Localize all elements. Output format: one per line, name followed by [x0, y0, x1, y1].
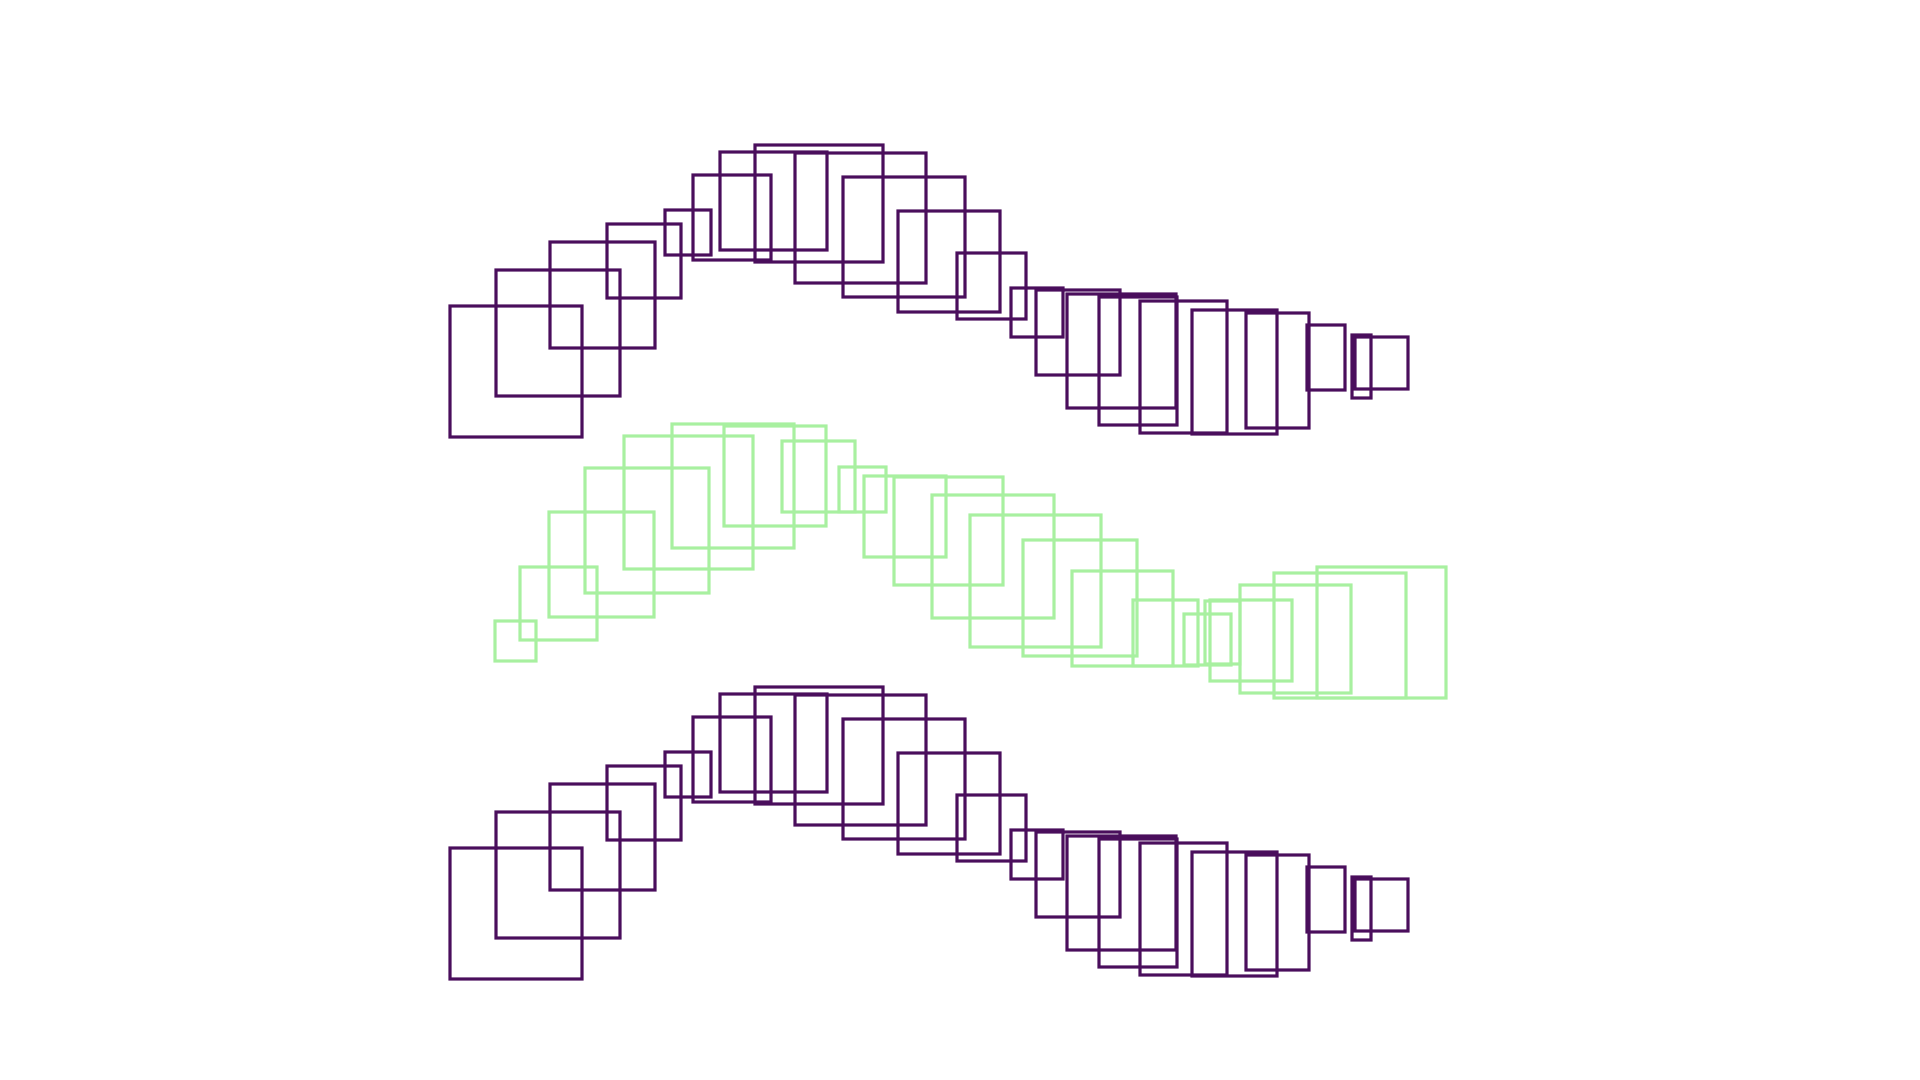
bottom-square-6 — [691, 715, 773, 804]
top-square-18 — [1190, 308, 1279, 436]
bottom-square-22 — [1353, 877, 1410, 933]
bottom-square-21 — [1350, 875, 1373, 942]
bottom-square-14 — [1034, 830, 1122, 919]
bottom-square-7 — [718, 692, 829, 794]
middle-square-12 — [930, 493, 1056, 620]
middle-square-15 — [1070, 569, 1175, 668]
top-square-11 — [896, 209, 1002, 314]
bottom-square-9 — [793, 693, 928, 827]
bottom-square-18 — [1190, 850, 1279, 978]
middle-square-16 — [1131, 598, 1200, 668]
top-square-7 — [718, 150, 829, 252]
top-square-20 — [1305, 323, 1347, 392]
top-square-6 — [691, 173, 773, 262]
top-square-16 — [1097, 295, 1179, 427]
middle-square-3 — [547, 510, 656, 619]
top-square-1 — [448, 304, 584, 439]
square-chain-bottom — [448, 685, 1410, 981]
top-square-21 — [1350, 333, 1373, 400]
middle-square-6 — [670, 422, 796, 550]
top-square-19 — [1244, 311, 1311, 430]
bottom-square-17 — [1138, 841, 1229, 977]
top-square-10 — [841, 175, 967, 299]
top-square-2 — [494, 268, 622, 398]
top-square-12 — [955, 251, 1028, 321]
middle-square-8 — [780, 439, 857, 514]
bottom-square-8 — [753, 685, 885, 806]
top-square-5 — [663, 208, 713, 257]
square-chain-top — [448, 143, 1410, 439]
top-square-3 — [548, 240, 657, 350]
bottom-square-20 — [1305, 865, 1347, 934]
bottom-square-4 — [605, 764, 683, 842]
bottom-square-11 — [896, 751, 1002, 856]
top-square-4 — [605, 222, 683, 300]
bottom-square-10 — [841, 717, 967, 841]
middle-square-10 — [862, 474, 948, 559]
bottom-square-3 — [548, 782, 657, 892]
middle-square-19 — [1208, 598, 1294, 683]
bottom-square-5 — [663, 750, 713, 799]
top-square-9 — [793, 151, 928, 285]
middle-square-20 — [1238, 583, 1353, 695]
top-square-17 — [1138, 299, 1229, 435]
top-square-8 — [753, 143, 885, 264]
middle-square-14 — [1021, 538, 1139, 658]
middle-square-13 — [968, 513, 1103, 649]
square-chain-middle — [493, 422, 1448, 700]
middle-square-21 — [1272, 571, 1408, 700]
middle-square-22 — [1315, 565, 1448, 700]
bottom-square-12 — [955, 793, 1028, 863]
middle-square-11 — [892, 475, 1005, 587]
middle-square-7 — [722, 424, 828, 528]
middle-square-5 — [622, 434, 755, 571]
middle-square-17 — [1182, 612, 1233, 667]
middle-square-2 — [518, 565, 599, 642]
top-square-14 — [1034, 288, 1122, 377]
bottom-square-16 — [1097, 837, 1179, 969]
bottom-square-2 — [494, 810, 622, 940]
middle-square-4 — [583, 466, 711, 595]
bottom-square-19 — [1244, 853, 1311, 972]
top-square-22 — [1353, 335, 1410, 391]
bottom-square-1 — [448, 846, 584, 981]
